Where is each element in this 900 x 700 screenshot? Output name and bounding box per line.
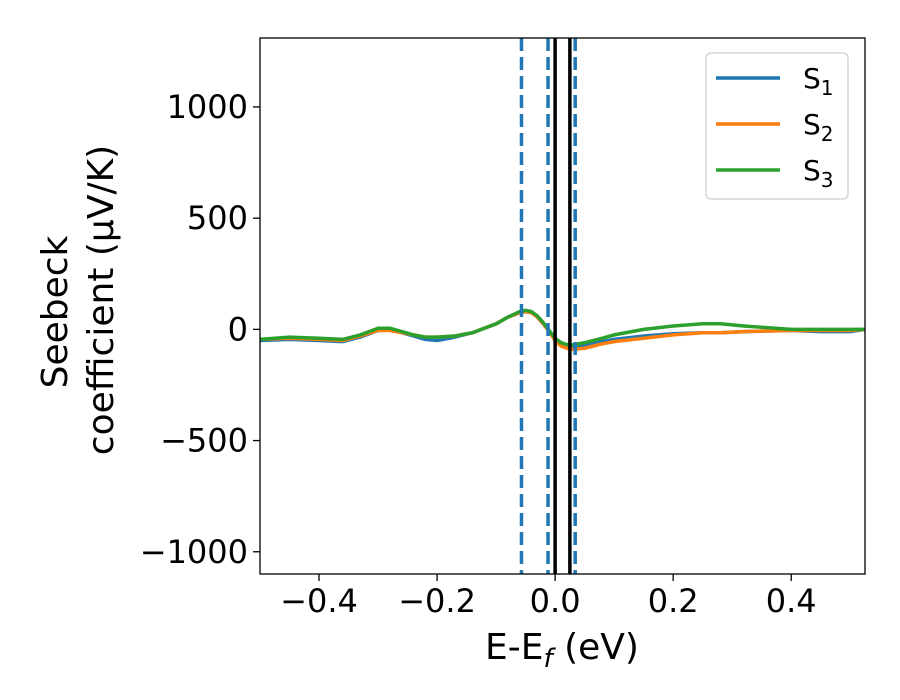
y-axis-title-line2: coefficient (μV/K) [81, 145, 122, 455]
y-tick-label: 500 [187, 199, 248, 237]
y-axis-ticks: −1000 −500 0 500 1000 [140, 88, 260, 571]
x-axis-title-unit: (eV) [553, 627, 639, 668]
plot-frame [259, 37, 866, 575]
legend-label-s1: S1 [803, 62, 834, 100]
x-axis-ticks: −0.4 −0.2 0.0 0.2 0.4 [280, 574, 817, 620]
y-tick-label: 1000 [167, 88, 248, 126]
plot-area [260, 38, 865, 574]
x-tick-label: −0.4 [280, 582, 358, 620]
x-axis-title: E-Ef (eV) [485, 627, 639, 674]
legend-box [705, 52, 849, 200]
legend-label-s2: S2 [803, 108, 834, 146]
series-line-s3 [260, 308, 865, 347]
x-tick-label: −0.2 [398, 582, 476, 620]
y-tick-label: −1000 [140, 533, 248, 571]
x-tick-label: 0.2 [648, 582, 699, 620]
y-tick-label: −500 [160, 422, 248, 460]
legend: S1 S2 S3 [705, 52, 849, 200]
y-tick-label: 0 [228, 310, 248, 348]
x-tick-label: 0.4 [766, 582, 817, 620]
legend-label-s3: S3 [803, 154, 834, 192]
x-tick-label: 0.0 [530, 582, 581, 620]
y-axis-title-line1: Seebeck [35, 235, 76, 388]
